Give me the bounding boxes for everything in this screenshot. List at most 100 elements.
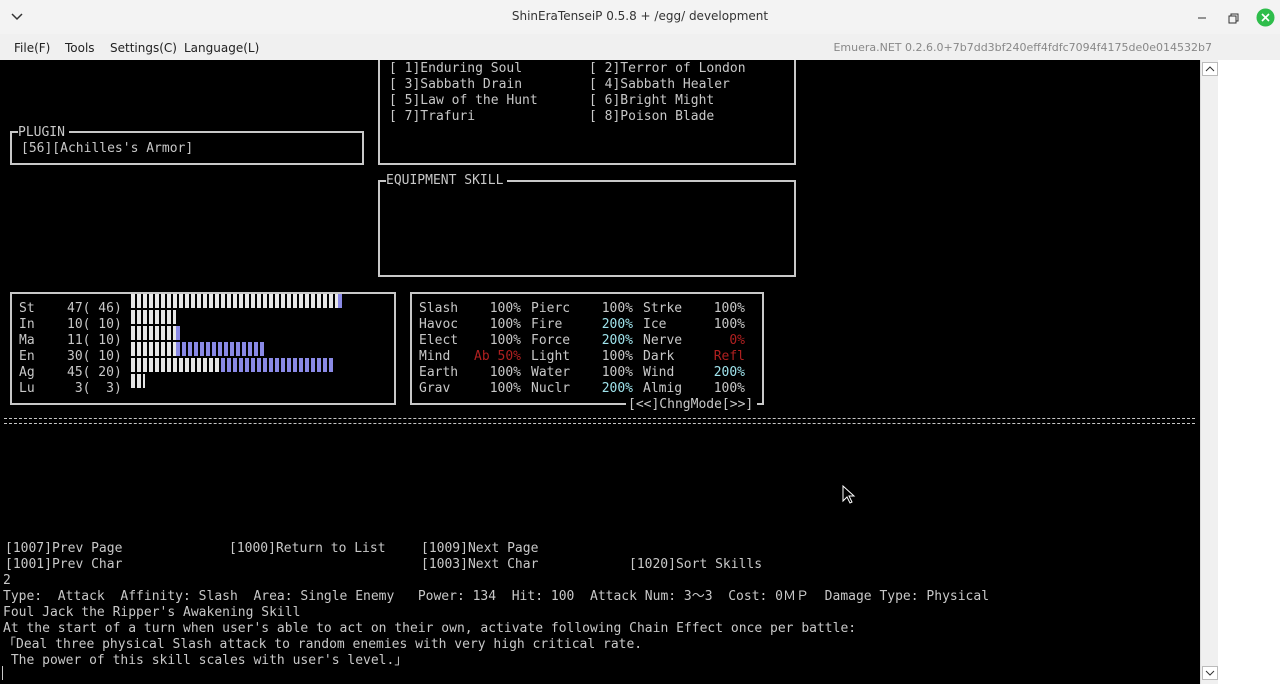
plugin-title: PLUGIN xyxy=(18,125,69,141)
minimize-button[interactable] xyxy=(1194,10,1210,26)
stat-name: Ag xyxy=(19,365,35,380)
maximize-button[interactable] xyxy=(1226,10,1242,26)
skill-description: Type: Attack Affinity: Slash Area: Singl… xyxy=(3,589,990,604)
affinity-value: 100% xyxy=(601,365,633,380)
stat-name: En xyxy=(19,349,35,364)
affinity-name: Mind xyxy=(419,349,451,364)
scroll-down[interactable] xyxy=(1202,666,1218,680)
skill-description: At the start of a turn when user's able … xyxy=(3,621,857,636)
stat-bar-base xyxy=(131,358,221,372)
stat-bar-base xyxy=(131,374,145,388)
change-mode-button[interactable]: [<<]ChngMode[>>] xyxy=(626,397,758,413)
command-button[interactable]: [1009]Next Page xyxy=(421,541,539,556)
skill-entry[interactable]: [ 7]Trafuri xyxy=(389,109,476,124)
affinity-value: 200% xyxy=(601,333,633,348)
affinity-name: Dark xyxy=(643,349,675,364)
stat-bar-base xyxy=(131,326,176,340)
menu-item[interactable]: Settings(C) xyxy=(110,41,177,55)
affinity-value: 100% xyxy=(489,317,521,332)
equipment-skill-title: EQUIPMENT SKILL xyxy=(386,173,508,189)
stat-bar-bonus xyxy=(221,358,334,372)
scroll-up[interactable] xyxy=(1202,62,1218,76)
stat-bar-bonus xyxy=(176,342,266,356)
scrollbar[interactable] xyxy=(1200,60,1218,684)
skill-entry[interactable]: [ 4]Sabbath Healer xyxy=(589,77,730,92)
skill-entry[interactable]: [ 3]Sabbath Drain xyxy=(389,77,523,92)
affinity-name: Elect xyxy=(419,333,459,348)
stat-name: Lu xyxy=(19,381,35,396)
affinity-value: 100% xyxy=(713,317,745,332)
affinity-value: 0% xyxy=(729,333,745,348)
stat-value: 30( 10) xyxy=(67,349,122,364)
input-echo: 2 xyxy=(3,573,11,588)
affinity-box xyxy=(410,292,764,405)
skill-description: 「Deal three physical Slash attack to ran… xyxy=(3,637,643,652)
affinity-value: 100% xyxy=(489,381,521,396)
menu-item[interactable]: Tools xyxy=(65,41,95,55)
stat-bar-base xyxy=(131,310,176,324)
command-button[interactable]: [1003]Next Char xyxy=(421,557,539,572)
skill-entry[interactable]: [ 2]Terror of London xyxy=(589,61,746,76)
plugin-entry: [56][Achilles's Armor] xyxy=(21,141,194,156)
affinity-name: Grav xyxy=(419,381,451,396)
equipment-skill-box xyxy=(378,180,796,277)
menu-item[interactable]: File(F) xyxy=(14,41,51,55)
affinity-name: Fire xyxy=(531,317,563,332)
stat-name: In xyxy=(19,317,35,332)
affinity-value: 100% xyxy=(601,301,633,316)
affinity-name: Water xyxy=(531,365,571,380)
stat-value: 47( 46) xyxy=(67,301,122,316)
affinity-name: Force xyxy=(531,333,571,348)
window-menu-button[interactable] xyxy=(10,11,24,23)
affinity-value: 100% xyxy=(489,333,521,348)
affinity-name: Nuclr xyxy=(531,381,571,396)
affinity-name: Light xyxy=(531,349,571,364)
affinity-value: 100% xyxy=(713,381,745,396)
affinity-value: 200% xyxy=(713,365,745,380)
skill-entry[interactable]: [ 6]Bright Might xyxy=(589,93,715,108)
affinity-value: 200% xyxy=(601,317,633,332)
affinity-name: Wind xyxy=(643,365,675,380)
affinity-name: Pierc xyxy=(531,301,571,316)
stat-name: Ma xyxy=(19,333,35,348)
affinity-value: Ab 50% xyxy=(474,349,521,364)
affinity-value: 100% xyxy=(489,301,521,316)
command-button[interactable]: [1007]Prev Page xyxy=(5,541,123,556)
window-title: ShinEraTenseiP 0.5.8 + /egg/ development xyxy=(511,9,769,23)
stat-bar-bonus xyxy=(176,326,181,340)
close-button[interactable] xyxy=(1256,8,1275,27)
skill-entry[interactable]: [ 5]Law of the Hunt xyxy=(389,93,538,108)
command-button[interactable]: [1000]Return to List xyxy=(229,541,386,556)
affinity-value: 100% xyxy=(489,365,521,380)
skills-box xyxy=(378,60,796,165)
affinity-name: Havoc xyxy=(419,317,459,332)
menu-item[interactable]: Language(L) xyxy=(184,41,260,55)
affinity-name: Ice xyxy=(643,317,667,332)
stat-value: 11( 10) xyxy=(67,333,122,348)
affinity-name: Slash xyxy=(419,301,459,316)
affinity-name: Nerve xyxy=(643,333,683,348)
version-label: Emuera.NET 0.2.6.0+7b7dd3bf240eff4fdfc70… xyxy=(833,41,1212,54)
stat-value: 10( 10) xyxy=(67,317,122,332)
affinity-value: 200% xyxy=(601,381,633,396)
text-cursor xyxy=(2,666,3,680)
affinity-value: Refl xyxy=(713,349,745,364)
plugin-box xyxy=(10,131,364,165)
command-button[interactable]: [1001]Prev Char xyxy=(5,557,123,572)
stat-name: St xyxy=(19,301,35,316)
skill-entry[interactable]: [ 8]Poison Blade xyxy=(589,109,715,124)
command-button[interactable]: [1020]Sort Skills xyxy=(629,557,763,572)
title-bar: ShinEraTenseiP 0.5.8 + /egg/ development xyxy=(0,0,1280,34)
skill-description: Foul Jack the Ripper's Awakening Skill xyxy=(3,605,301,620)
skill-entry[interactable]: [ 1]Enduring Soul xyxy=(389,61,523,76)
console-screen: PLUGIN EQUIPMENT SKILL [<<]ChngMode[>>] … xyxy=(0,60,1200,684)
stat-bar-base xyxy=(131,294,338,308)
stats-box xyxy=(10,292,396,405)
skill-description: The power of this skill scales with user… xyxy=(3,653,408,668)
mouse-cursor xyxy=(842,485,856,504)
affinity-value: 100% xyxy=(601,349,633,364)
stat-value: 45( 20) xyxy=(67,365,122,380)
stat-value: 3( 3) xyxy=(67,381,122,396)
stat-bar-bonus xyxy=(338,294,343,308)
